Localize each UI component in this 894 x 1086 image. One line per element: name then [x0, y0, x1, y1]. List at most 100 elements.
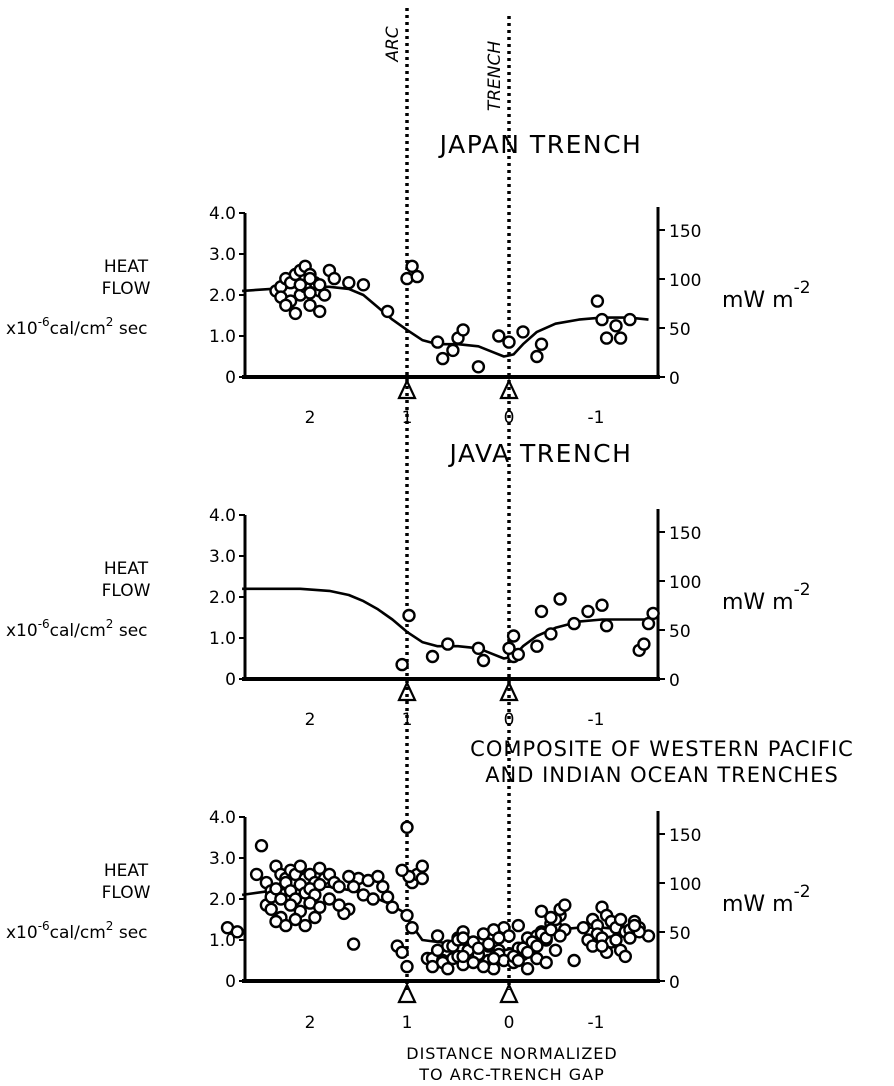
data-point	[303, 286, 317, 300]
data-point	[342, 869, 356, 884]
trench-marker-icon	[499, 982, 519, 1004]
x-tick-label: 2	[305, 408, 316, 428]
data-point	[471, 360, 486, 374]
data-point	[415, 871, 429, 886]
y-tick-label: 1.0	[209, 327, 236, 347]
data-point	[581, 604, 595, 619]
x-tick-label: -1	[588, 408, 605, 428]
trench-label: TRENCH	[485, 41, 505, 112]
data-point	[530, 639, 544, 653]
data-point	[405, 259, 419, 273]
xlabel-line1: DISTANCE NORMALIZED	[406, 1044, 617, 1063]
x-tick-label: 2	[305, 710, 316, 730]
data-point	[530, 939, 544, 953]
data-point	[539, 955, 553, 970]
y-right-tick-label: 100	[669, 875, 701, 895]
y-tick-label: 3.0	[209, 547, 236, 567]
data-point	[327, 271, 341, 286]
data-point	[456, 323, 470, 337]
data-point	[293, 278, 307, 292]
data-point	[506, 629, 521, 643]
y-tick-label: 1.0	[209, 629, 236, 649]
y-right-tick-label: 50	[669, 622, 691, 642]
panel-title-line1: COMPOSITE OF WESTERN PACIFIC	[470, 737, 854, 761]
data-point	[410, 269, 424, 284]
y-right-tick-label: 50	[669, 924, 691, 944]
data-point	[609, 933, 623, 947]
data-point	[395, 657, 409, 672]
x-tick-label: 2	[305, 1013, 316, 1033]
data-point	[317, 288, 332, 302]
data-point	[613, 331, 628, 345]
data-point	[544, 910, 558, 925]
data-point	[274, 892, 288, 906]
data-point	[313, 304, 327, 319]
data-point	[553, 929, 567, 943]
data-point	[254, 839, 269, 853]
data-point	[595, 312, 609, 327]
data-point	[613, 912, 628, 927]
data-point	[269, 882, 283, 896]
data-point	[322, 892, 337, 906]
y-right-tick-label: 50	[669, 320, 691, 340]
data-point	[595, 939, 609, 953]
y-tick-label: 4.0	[209, 808, 236, 828]
data-point	[471, 641, 486, 655]
data-point	[313, 900, 327, 914]
y-tick-label: 0	[225, 368, 236, 388]
y-tick-label: 2.0	[209, 890, 236, 910]
data-point	[595, 598, 609, 612]
data-point	[264, 902, 278, 916]
data-point	[516, 325, 530, 339]
ylabel-right: mW m-2	[722, 278, 811, 313]
y-right-tick-label: 100	[669, 271, 701, 291]
data-point	[249, 867, 264, 882]
data-point	[430, 943, 445, 957]
ylabel-right: mW m-2	[722, 882, 811, 917]
y-tick-label: 2.0	[209, 286, 236, 306]
data-point	[400, 959, 414, 974]
ylabel-heat: HEAT	[104, 861, 149, 881]
ylabel-heat: HEAT	[104, 559, 149, 579]
x-tick-label: 1	[402, 1013, 413, 1033]
data-point	[230, 925, 245, 939]
data-point	[279, 298, 293, 312]
data-point	[627, 918, 642, 933]
data-point	[303, 298, 317, 312]
data-point	[511, 953, 525, 968]
ylabel-flow: FLOW	[102, 279, 151, 299]
y-right-tick-label: 150	[669, 826, 701, 846]
trench-marker-icon	[499, 378, 519, 400]
y-right-tick-label: 0	[669, 973, 680, 993]
data-point	[395, 863, 409, 877]
x-tick-label: 1	[402, 408, 413, 428]
data-point	[441, 962, 455, 976]
data-point	[385, 900, 400, 914]
data-point	[402, 608, 416, 623]
y-right-tick-label: 0	[669, 369, 680, 389]
data-point	[279, 918, 293, 933]
data-point	[395, 945, 409, 959]
x-tick-label: 0	[504, 1013, 515, 1033]
data-point	[380, 304, 395, 319]
data-point	[476, 653, 491, 668]
trench-marker-icon	[499, 680, 519, 702]
data-point	[293, 859, 307, 873]
data-point	[492, 329, 506, 343]
data-point	[380, 890, 395, 904]
y-tick-label: 4.0	[209, 506, 236, 526]
data-point	[346, 937, 361, 951]
data-point	[534, 337, 549, 351]
data-point	[332, 880, 346, 894]
y-tick-label: 3.0	[209, 245, 236, 265]
ylabel-units: x10-6cal/cm2 sec	[6, 919, 148, 943]
trend-curve	[242, 587, 649, 660]
data-point	[313, 278, 327, 292]
data-point	[405, 921, 419, 935]
arc-marker-icon	[397, 680, 417, 702]
data-point	[530, 349, 544, 364]
data-point	[366, 892, 380, 906]
data-point	[520, 962, 535, 976]
xlabel-line2: TO ARC-TRENCH GAP	[418, 1065, 604, 1084]
